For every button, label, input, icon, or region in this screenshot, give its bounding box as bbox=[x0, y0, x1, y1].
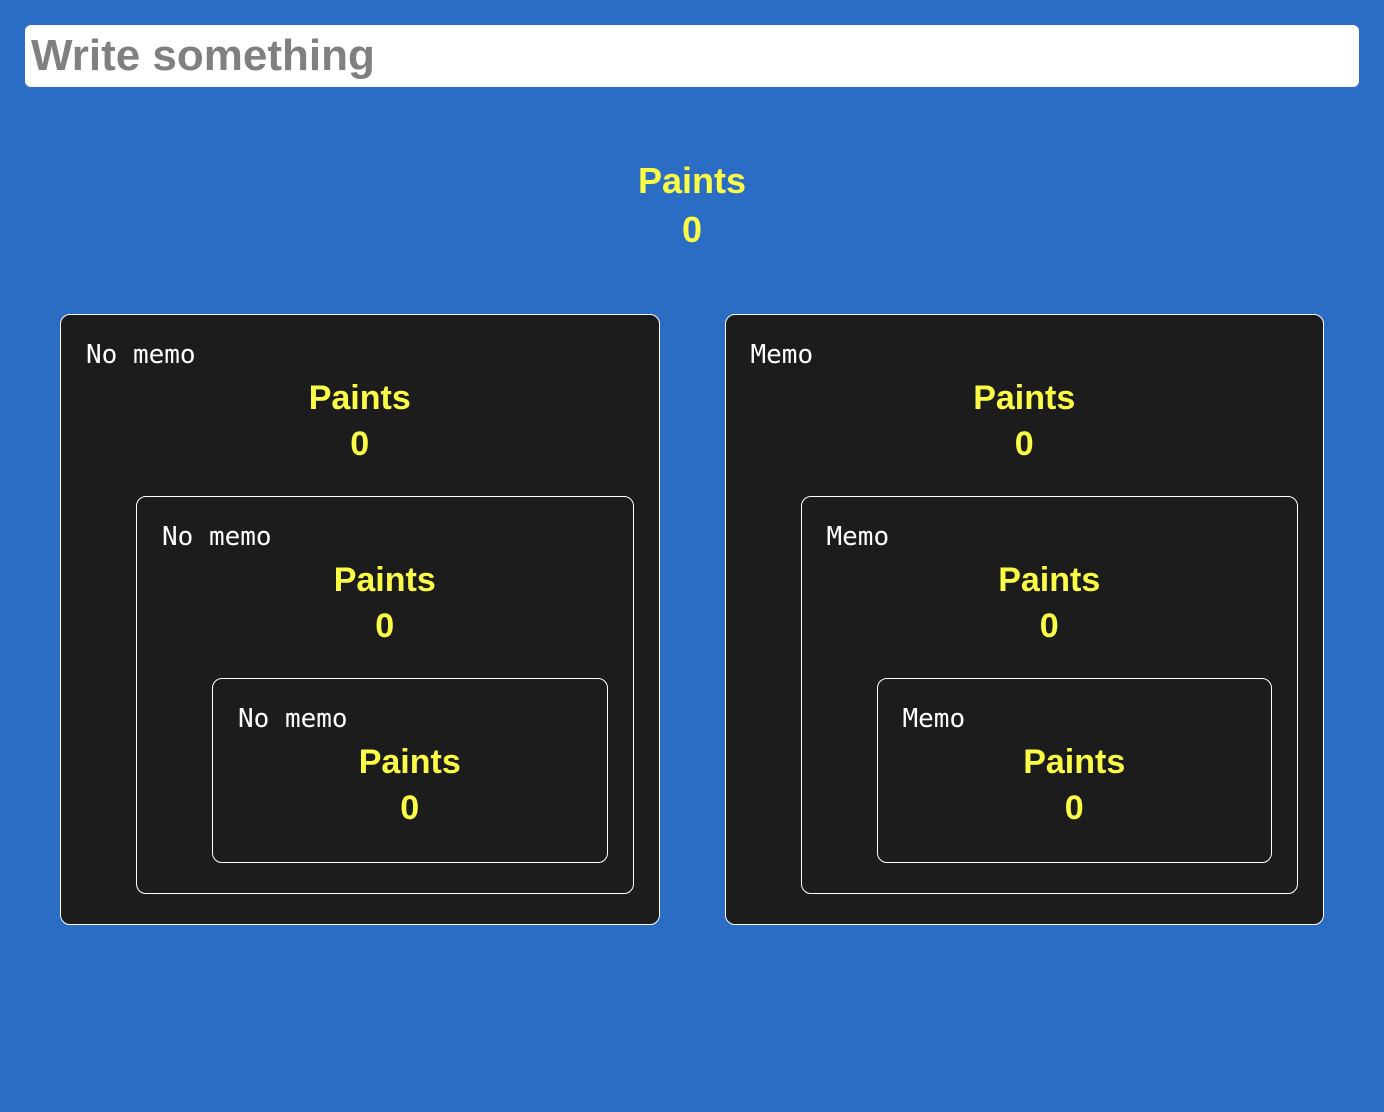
memo-panel-3: Memo Paints 0 bbox=[877, 678, 1273, 863]
left-column: No memo Paints 0 No memo Paints 0 No mem… bbox=[60, 314, 660, 924]
panel-label: Memo bbox=[827, 522, 1273, 552]
top-paints-counter: Paints 0 bbox=[25, 157, 1359, 254]
paints-value: 0 bbox=[903, 786, 1247, 832]
paints-value: 0 bbox=[162, 604, 608, 650]
panel-label: No memo bbox=[86, 340, 634, 370]
input-container bbox=[25, 25, 1359, 87]
no-memo-panel-2: No memo Paints 0 No memo Paints 0 bbox=[136, 496, 634, 894]
panel-counter: Paints 0 bbox=[86, 376, 634, 468]
main-input[interactable] bbox=[25, 25, 1359, 87]
right-column: Memo Paints 0 Memo Paints 0 Memo Paints … bbox=[725, 314, 1325, 924]
paints-value: 0 bbox=[86, 422, 634, 468]
no-memo-panel-1: No memo Paints 0 No memo Paints 0 No mem… bbox=[60, 314, 660, 924]
paints-label: Paints bbox=[162, 558, 608, 604]
panel-counter: Paints 0 bbox=[162, 558, 608, 650]
paints-label: Paints bbox=[238, 740, 582, 786]
panel-counter: Paints 0 bbox=[238, 740, 582, 832]
memo-panel-2: Memo Paints 0 Memo Paints 0 bbox=[801, 496, 1299, 894]
paints-value: 0 bbox=[827, 604, 1273, 650]
panel-label: Memo bbox=[751, 340, 1299, 370]
paints-value: 0 bbox=[25, 206, 1359, 255]
panel-label: No memo bbox=[238, 704, 582, 734]
columns-container: No memo Paints 0 No memo Paints 0 No mem… bbox=[25, 314, 1359, 924]
panel-counter: Paints 0 bbox=[827, 558, 1273, 650]
paints-value: 0 bbox=[751, 422, 1299, 468]
panel-label: No memo bbox=[162, 522, 608, 552]
paints-label: Paints bbox=[827, 558, 1273, 604]
paints-label: Paints bbox=[86, 376, 634, 422]
paints-value: 0 bbox=[238, 786, 582, 832]
panel-counter: Paints 0 bbox=[751, 376, 1299, 468]
paints-label: Paints bbox=[903, 740, 1247, 786]
memo-panel-1: Memo Paints 0 Memo Paints 0 Memo Paints … bbox=[725, 314, 1325, 924]
paints-label: Paints bbox=[751, 376, 1299, 422]
panel-label: Memo bbox=[903, 704, 1247, 734]
no-memo-panel-3: No memo Paints 0 bbox=[212, 678, 608, 863]
panel-counter: Paints 0 bbox=[903, 740, 1247, 832]
paints-label: Paints bbox=[25, 157, 1359, 206]
